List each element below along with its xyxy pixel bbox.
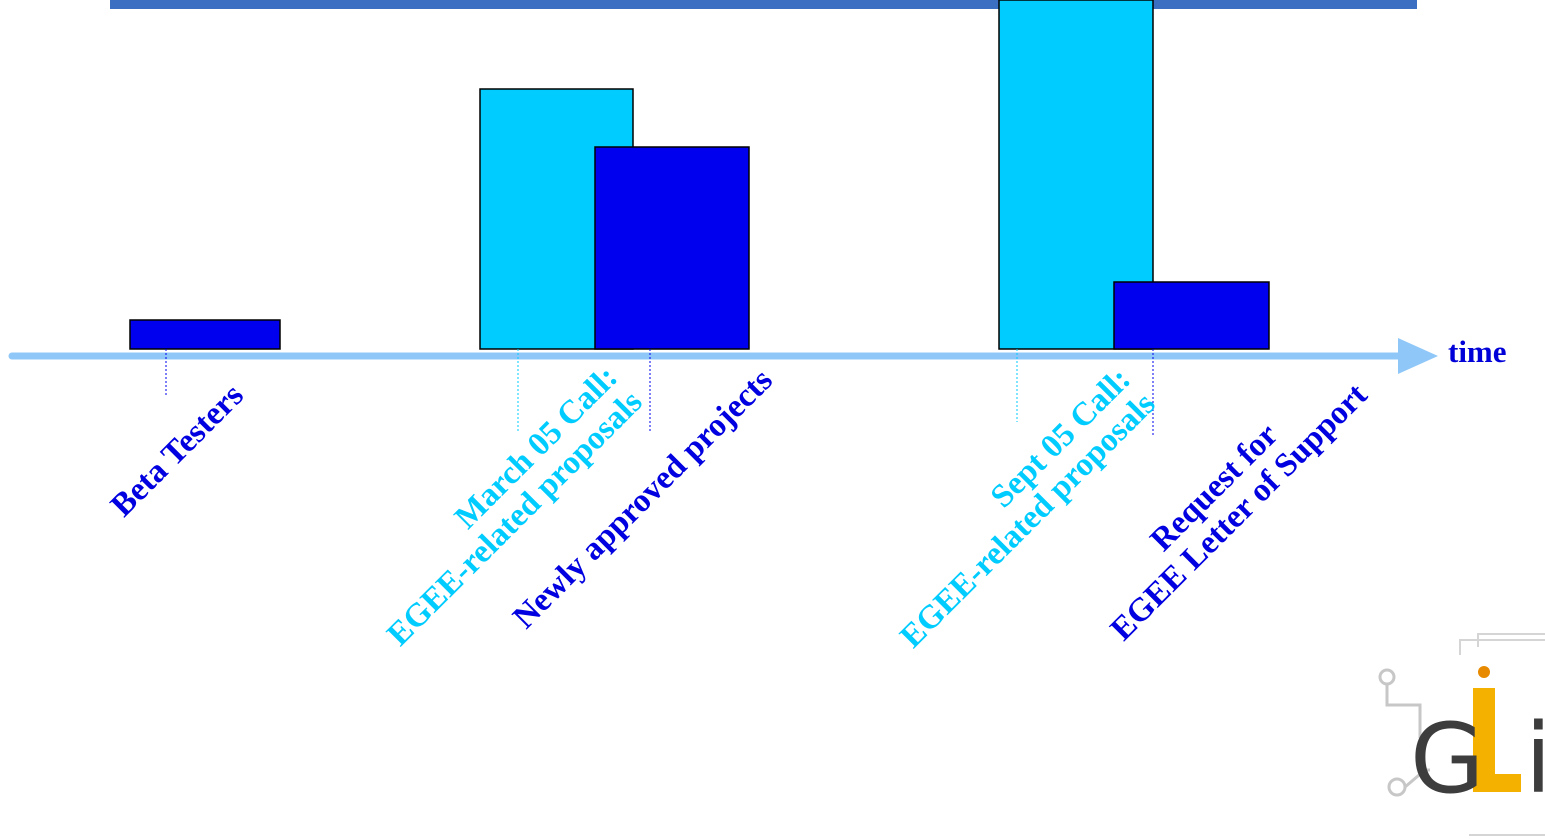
svg-text:G: G [1410, 703, 1484, 815]
glite-logo-l-bar [1473, 688, 1495, 792]
time-axis-label: time [1448, 334, 1507, 369]
time-axis-arrowhead [1398, 338, 1438, 374]
bar-beta-testers [129, 319, 281, 350]
bar-letter-of-support-requests [1113, 281, 1270, 350]
header-bar [110, 0, 1417, 9]
glite-logo: G i [1367, 625, 1545, 839]
svg-text:i: i [1525, 703, 1545, 815]
bar-newly-approved-projects [594, 146, 750, 350]
